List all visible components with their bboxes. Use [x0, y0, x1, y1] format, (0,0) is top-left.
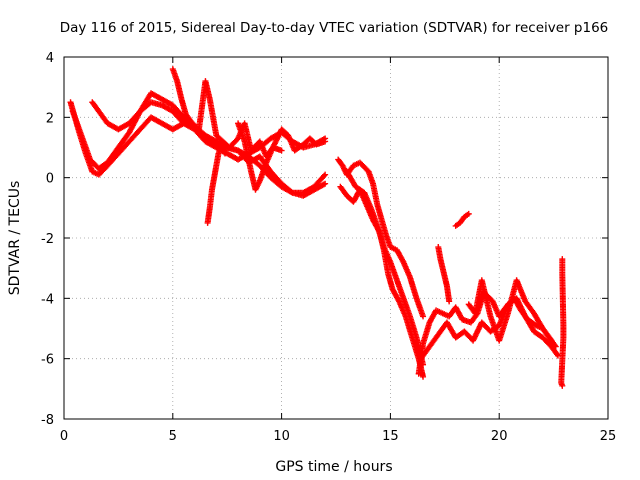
data-point — [548, 337, 555, 344]
data-point — [322, 138, 329, 145]
data-points — [67, 66, 567, 389]
data-point — [446, 298, 453, 305]
x-tick-label: 20 — [491, 429, 508, 444]
y-tick-label: -2 — [41, 232, 54, 247]
x-axis-title: GPS time / hours — [275, 459, 392, 475]
series-sdtvar — [67, 66, 567, 389]
data-point — [322, 171, 329, 178]
data-point — [278, 147, 285, 154]
y-tick-label: 0 — [46, 172, 54, 187]
y-tick-label: -6 — [41, 353, 54, 368]
data-point-interp — [221, 149, 228, 156]
data-point — [222, 150, 229, 157]
data-point-interp — [554, 351, 561, 358]
x-tick-label: 5 — [169, 429, 177, 444]
data-point — [322, 180, 329, 187]
data-point — [420, 313, 427, 320]
data-point — [420, 373, 427, 380]
y-tick-label: -4 — [41, 292, 54, 307]
data-point — [559, 382, 566, 389]
x-tick-label: 0 — [60, 429, 68, 444]
data-point-interp — [321, 172, 328, 179]
axis-ticks: 0 5 10 15 20 25 -8 -6 -4 -2 0 2 4 — [41, 51, 616, 444]
chart-title: Day 116 of 2015, Sidereal Day-to-day VTE… — [60, 20, 609, 36]
x-tick-label: 25 — [600, 429, 617, 444]
y-tick-label: -8 — [41, 413, 54, 428]
data-point — [465, 210, 472, 217]
y-axis-title: SDTVAR / TECUs — [7, 181, 23, 296]
y-tick-label: 4 — [46, 51, 54, 66]
grid — [64, 57, 608, 419]
x-tick-label: 15 — [382, 429, 399, 444]
y-tick-label: 2 — [46, 111, 54, 126]
x-tick-label: 10 — [273, 429, 290, 444]
